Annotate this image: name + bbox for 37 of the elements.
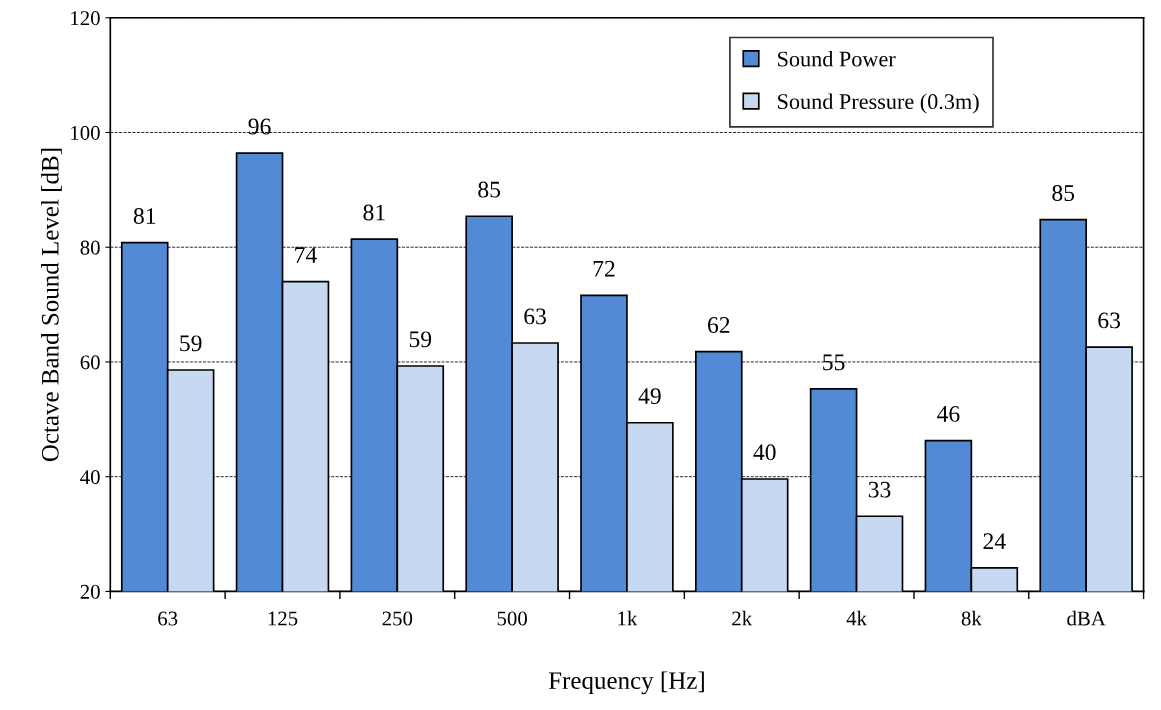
legend-label: Sound Power: [778, 50, 896, 67]
x-tick-label: 63: [158, 611, 178, 626]
y-tick-label: 100: [71, 125, 100, 140]
x-tick-label: 4k: [846, 610, 867, 626]
data-label: 72: [593, 260, 615, 277]
data-label: 81: [133, 208, 156, 224]
data-label: 59: [409, 331, 432, 348]
x-tick-label: 250: [382, 611, 413, 626]
y-tick-label: 60: [80, 355, 100, 370]
data-label: 49: [638, 388, 661, 405]
data-label: 40: [753, 444, 776, 461]
y-tick-label: 80: [80, 240, 100, 255]
data-label: 85: [1052, 185, 1075, 201]
data-label: 24: [983, 533, 1006, 549]
y-tick-label: 40: [80, 470, 100, 485]
y-tick-label: 20: [80, 584, 100, 599]
data-label: 85: [478, 181, 501, 198]
data-label: 74: [295, 247, 317, 263]
data-label: 96: [248, 118, 271, 135]
x-axis-title: Frequency [Hz]: [548, 671, 704, 695]
y-tick-label: 120: [71, 11, 100, 26]
y-axis-title: Octave Band Sound Level [dB]: [41, 148, 62, 462]
data-label: 33: [868, 481, 891, 498]
data-label: 62: [708, 317, 730, 333]
x-tick-label: 2k: [732, 610, 753, 626]
x-tick-label: 125: [268, 611, 298, 626]
data-label: 55: [823, 354, 845, 371]
data-label: 81: [363, 204, 385, 221]
legend-label: Sound Pressure (0.3m): [778, 93, 979, 114]
x-tick-label: dBA: [1067, 610, 1106, 626]
x-tick-label: 8k: [961, 610, 982, 626]
data-label: 63: [1098, 312, 1121, 329]
x-tick-label: 1k: [618, 610, 638, 626]
data-label: 63: [524, 308, 546, 325]
data-label: 46: [937, 406, 960, 422]
x-tick-label: 500: [497, 611, 527, 626]
data-label: 59: [180, 335, 202, 352]
